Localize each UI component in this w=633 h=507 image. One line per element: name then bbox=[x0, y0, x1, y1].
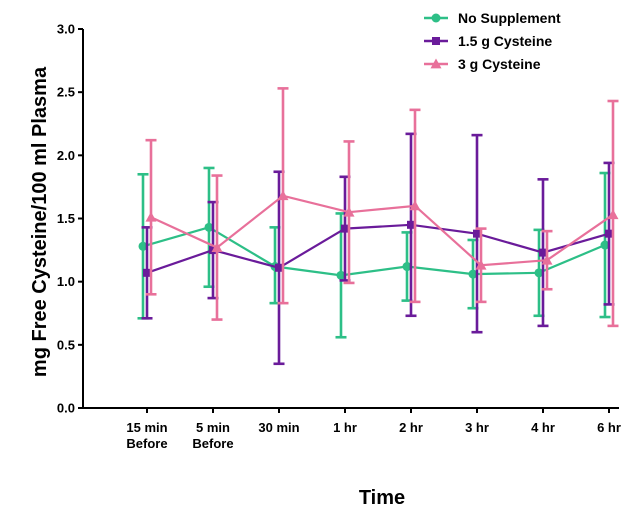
x-tick-label: 2 hr bbox=[399, 420, 423, 435]
series-line bbox=[150, 194, 614, 267]
data-point bbox=[607, 209, 619, 220]
data-point bbox=[475, 259, 487, 270]
data-point bbox=[343, 206, 355, 217]
data-point bbox=[407, 220, 415, 229]
data-point bbox=[336, 270, 346, 280]
legend: No Supplement 1.5 g Cysteine 3 g Cysteine bbox=[424, 10, 561, 72]
y-tick-label: 2.0 bbox=[57, 148, 75, 163]
data-point bbox=[341, 224, 349, 233]
data-point bbox=[473, 229, 481, 238]
legend-marker bbox=[430, 58, 442, 69]
data-point bbox=[204, 222, 214, 232]
data-point bbox=[143, 268, 151, 277]
legend-item-1: 1.5 g Cysteine bbox=[424, 33, 552, 49]
x-tick-label: 5 min bbox=[196, 420, 230, 435]
x-tick-label: 15 min bbox=[126, 420, 167, 435]
series-2 bbox=[145, 87, 619, 328]
data-point bbox=[211, 242, 223, 252]
y-axis-title: mg Free Cysteine/100 ml Plasma bbox=[29, 66, 51, 377]
data-point bbox=[145, 211, 157, 222]
data-point bbox=[534, 268, 544, 278]
series-layer bbox=[137, 87, 619, 366]
x-tick-label: Before bbox=[126, 436, 167, 451]
x-tick-label: 4 hr bbox=[531, 420, 555, 435]
y-tick-label: 0.5 bbox=[57, 337, 75, 352]
data-point bbox=[275, 263, 283, 272]
x-tick-label: 1 hr bbox=[333, 420, 357, 435]
data-point bbox=[277, 190, 289, 201]
x-axis-title: Time bbox=[359, 487, 405, 507]
x-tick-label: 3 hr bbox=[465, 420, 489, 435]
data-point bbox=[138, 241, 148, 251]
legend-item-2: 3 g Cysteine bbox=[424, 56, 541, 72]
legend-label: 3 g Cysteine bbox=[458, 56, 541, 72]
data-point bbox=[402, 262, 412, 272]
y-tick-label: 1.5 bbox=[57, 211, 75, 226]
data-point bbox=[409, 200, 421, 211]
legend-item-0: No Supplement bbox=[424, 10, 561, 26]
data-point bbox=[605, 229, 613, 238]
y-tick-label: 0.0 bbox=[57, 401, 75, 416]
x-tick-label: 6 hr bbox=[597, 420, 621, 435]
legend-marker bbox=[432, 37, 440, 45]
y-tick-label: 3.0 bbox=[57, 22, 75, 37]
legend-label: No Supplement bbox=[458, 10, 561, 26]
y-tick-label: 2.5 bbox=[57, 85, 75, 100]
y-tick-label: 1.0 bbox=[57, 274, 75, 289]
legend-label: 1.5 g Cysteine bbox=[458, 33, 552, 49]
data-point bbox=[600, 240, 610, 250]
x-tick-label: 30 min bbox=[258, 420, 299, 435]
legend-marker bbox=[431, 13, 441, 23]
series-line bbox=[142, 226, 606, 277]
data-point bbox=[541, 254, 553, 265]
data-point bbox=[539, 248, 547, 257]
data-point bbox=[468, 269, 478, 279]
series-line bbox=[146, 223, 610, 274]
x-tick-label: Before bbox=[192, 436, 233, 451]
